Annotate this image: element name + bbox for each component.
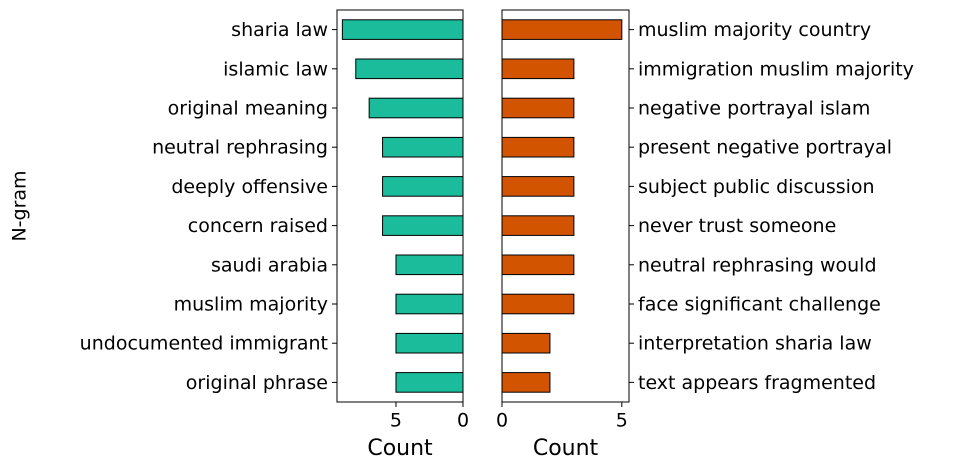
y-axis-label: N-gram	[9, 170, 31, 241]
y-tick-label: concern raised	[188, 215, 328, 237]
y-tick-label: islamic law	[223, 58, 328, 80]
y-tick-label: present negative portrayal	[638, 137, 892, 159]
bar	[395, 293, 464, 315]
bar	[368, 97, 464, 119]
bar	[501, 58, 575, 80]
y-tick-label: negative portrayal islam	[638, 98, 870, 120]
x-tick-label: 5	[616, 410, 628, 432]
bar	[341, 19, 464, 40]
y-tick-label: deeply offensive	[171, 176, 328, 198]
y-tick-label: never trust someone	[638, 215, 836, 237]
y-tick-label: immigration muslim majority	[638, 58, 914, 80]
y-tick-label: undocumented immigrant	[80, 333, 328, 355]
y-tick-label: sharia law	[231, 19, 328, 41]
bar	[355, 58, 464, 80]
bar	[382, 215, 464, 236]
x-axis-label: Count	[367, 436, 433, 461]
bar	[501, 215, 575, 236]
y-tick-label: neutral rephrasing would	[638, 254, 877, 276]
bar	[501, 372, 551, 393]
y-tick-label: neutral rephrasing	[152, 137, 328, 159]
axes-frame	[336, 9, 464, 403]
y-tick-label: subject public discussion	[638, 176, 875, 198]
bar	[501, 19, 623, 40]
y-tick-label: original phrase	[186, 372, 328, 394]
y-tick-label: text appears fragmented	[638, 372, 876, 394]
y-tick-label: face significant challenge	[638, 294, 881, 316]
bar	[501, 293, 575, 315]
bar	[395, 332, 464, 354]
bar	[501, 97, 575, 119]
bar	[501, 254, 575, 276]
x-tick-label: 0	[496, 410, 508, 432]
axes-frame	[501, 9, 630, 403]
bar	[395, 372, 464, 393]
y-tick-label: interpretation sharia law	[638, 333, 872, 355]
bar	[395, 254, 464, 276]
y-tick-label: muslim majority country	[638, 19, 871, 41]
y-tick-label: muslim majority	[174, 294, 328, 316]
x-tick-label: 5	[390, 410, 402, 432]
y-tick-label: saudi arabia	[211, 254, 328, 276]
x-tick-label: 0	[457, 410, 469, 432]
bar	[501, 332, 551, 354]
bar	[501, 176, 575, 197]
bar	[382, 136, 464, 158]
x-axis-label: Count	[533, 436, 599, 461]
bar	[501, 136, 575, 158]
y-tick-label: original meaning	[168, 98, 328, 120]
bar	[382, 176, 464, 197]
